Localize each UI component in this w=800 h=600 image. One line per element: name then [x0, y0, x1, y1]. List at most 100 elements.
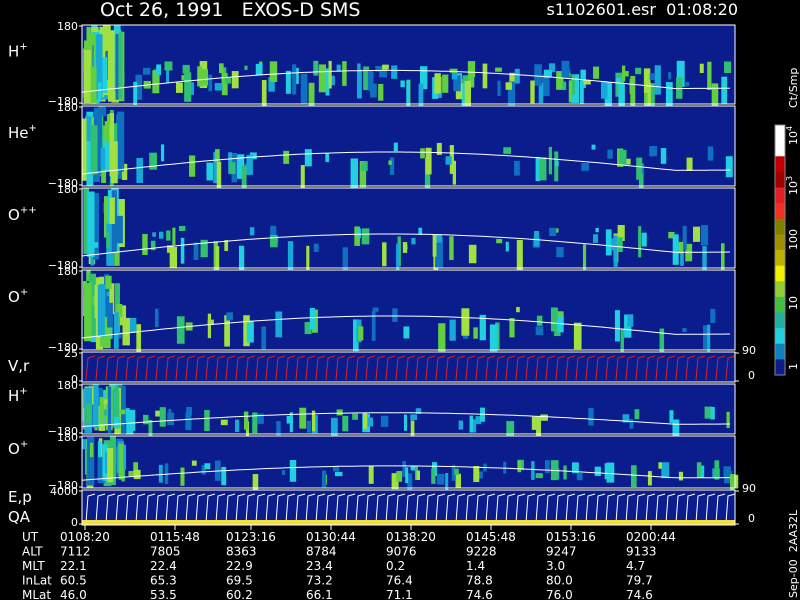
spectrogram-cell [246, 322, 254, 343]
spectrogram-cell [201, 69, 209, 86]
spectrogram-cell [594, 466, 601, 477]
panel [82, 384, 735, 434]
spectrogram-cell [104, 274, 110, 325]
y-tick-label: 180 [57, 20, 78, 33]
ephemeris-value: 73.2 [306, 574, 333, 588]
spectrogram-cell [593, 66, 600, 79]
spectrogram-cell [98, 106, 107, 117]
spectrogram-cell [175, 82, 183, 93]
label-sup: ++ [20, 205, 37, 216]
colorbar-swatch [775, 281, 785, 298]
spectrogram-cell [530, 80, 535, 104]
spectrogram-cell [109, 283, 115, 315]
panel-border [81, 24, 736, 105]
colorbar-swatch [775, 187, 785, 204]
spectrogram-cell [84, 282, 92, 342]
spectrogram-cell [334, 471, 343, 477]
spectrogram-cell [172, 227, 176, 246]
spectrogram-cell [629, 78, 635, 94]
spectrogram-cell [704, 406, 713, 419]
spectrogram-cell [156, 64, 162, 76]
label-sup: + [20, 439, 28, 450]
spectrogram-cell [97, 441, 102, 459]
spectrogram-cell [87, 191, 95, 257]
spectrogram-cell [618, 83, 625, 109]
spectrogram-cell [634, 409, 640, 420]
spectrogram-cell [186, 406, 193, 416]
spectrogram-cell [676, 60, 685, 87]
spectrogram-cell [336, 64, 341, 72]
spectrogram-cell [538, 83, 544, 104]
ephemeris-value: 0200:44 [626, 530, 676, 544]
spectrogram-cell [308, 82, 315, 108]
spectrogram-cell [449, 319, 456, 341]
spectrogram-cell [336, 409, 343, 416]
ephemeris-value: 0115:48 [150, 530, 200, 544]
label-sup: + [19, 42, 27, 53]
spectrogram-cell [83, 188, 90, 255]
spectrogram-cell [152, 70, 160, 94]
ephemeris-name: MLat [22, 588, 51, 600]
spectrogram-cell [101, 57, 108, 93]
spectrogram-cell [382, 242, 387, 267]
ephemeris-name: ALT [22, 545, 43, 559]
panel-border [81, 351, 736, 383]
panel-label: O+ [8, 439, 28, 458]
spectrogram-cell [245, 421, 250, 442]
spectrogram-cell [99, 283, 105, 337]
file-label: s1102601.esr 01:08:20 [547, 0, 738, 19]
spectrogram-cell [90, 66, 97, 104]
spectrogram-cell [571, 462, 579, 474]
spectrogram-cell [215, 149, 220, 162]
spectrogram-cell [249, 152, 257, 160]
trace-line [81, 465, 730, 481]
spectrogram-cell [649, 146, 658, 157]
spectrogram-cell [358, 326, 364, 341]
spectrogram-cell [359, 161, 367, 188]
spectrogram-cell [356, 69, 362, 99]
spectrogram-cell [204, 409, 210, 432]
colorbar-swatch [775, 218, 785, 235]
spectrogram-cell [557, 316, 564, 333]
spectrogram-cell [107, 448, 114, 483]
spectrogram-cell [109, 197, 115, 225]
spectrogram-cell [115, 215, 123, 244]
spectrogram-cell [103, 196, 111, 238]
ephemeris-value: 53.5 [150, 588, 177, 600]
colorbar-base: 10 [787, 181, 800, 195]
spectrogram-cell [214, 83, 223, 91]
spectrogram-cell [283, 150, 290, 164]
ephemeris-value: 22.1 [60, 559, 87, 573]
spectrogram-cell [313, 60, 319, 76]
spectrogram-cell [166, 68, 170, 84]
label-sup: + [29, 123, 37, 134]
ephemeris-name: UT [22, 530, 39, 544]
spectrogram-cell [342, 61, 347, 86]
ephemeris-value: 60.5 [60, 574, 87, 588]
spectrogram-cell [453, 75, 461, 92]
spectrogram-cell [118, 409, 126, 415]
ephemeris-value: 1.4 [466, 559, 485, 573]
spectrogram-cell [451, 71, 458, 80]
colorbar-border [774, 124, 786, 376]
spectrogram-cell [617, 224, 625, 241]
spectrogram-cell [318, 64, 327, 93]
spectrogram-cell [436, 234, 442, 243]
spectrogram-cell [497, 80, 501, 97]
spectrogram-cell [648, 83, 655, 115]
spectrogram-cell [382, 64, 389, 70]
spectrogram-cell [436, 473, 445, 485]
spectrogram-cell [97, 82, 102, 102]
spectrogram-cell [367, 70, 374, 91]
label-text: O [8, 288, 20, 306]
colorbar-base: 10 [787, 131, 800, 145]
ephemeris-value: 66.1 [306, 588, 333, 600]
spectrogram-cell [90, 125, 98, 175]
spectrogram-cell [311, 410, 316, 432]
spectrogram-cell [158, 231, 164, 239]
spectrogram-cell [405, 467, 409, 484]
spectrogram-cell [618, 73, 624, 84]
spectrogram-cell [97, 457, 105, 484]
spectrogram-cell [540, 414, 548, 421]
right-tick-label: 90 [742, 344, 756, 357]
